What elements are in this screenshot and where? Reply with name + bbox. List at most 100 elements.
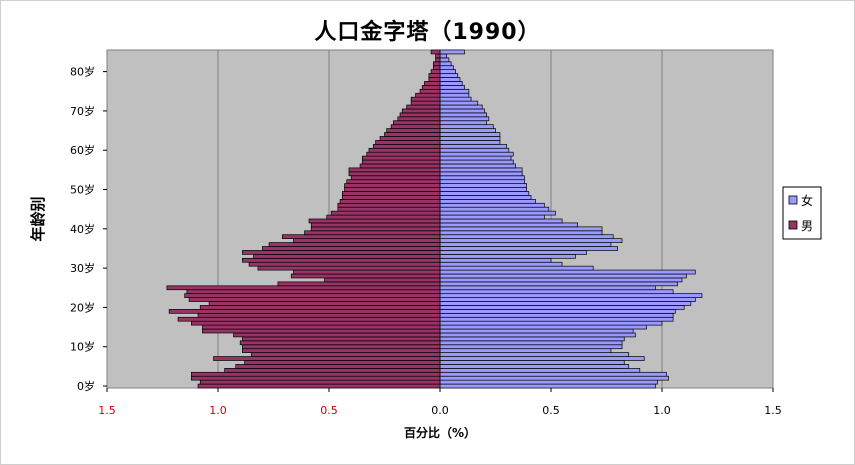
bar-female-age-68 (439, 116, 490, 122)
bar-male-age-36 (268, 242, 441, 247)
bar-female-age-1 (439, 379, 658, 385)
bar-female-age-18 (439, 312, 674, 318)
x-tick-label: 1.0 (653, 404, 671, 417)
bar-female-age-14 (439, 328, 634, 334)
bar-male-age-81 (432, 65, 441, 71)
bar-female-age-44 (439, 210, 556, 216)
bar-female-age-21 (439, 301, 692, 306)
bar-female-age-40 (439, 226, 603, 232)
bar-female-age-34 (439, 250, 587, 255)
bar-male-age-55 (348, 167, 441, 173)
bar-male-age-34 (242, 250, 441, 255)
bar-male-age-31 (248, 261, 441, 267)
y-tick-label: 30岁 (70, 261, 95, 275)
y-tick-label: 20岁 (70, 300, 95, 314)
y-tick-label: 40岁 (70, 222, 95, 236)
bar-male-age-7 (213, 356, 441, 361)
bar-male-age-29 (293, 269, 441, 275)
bar-female-age-13 (439, 332, 636, 338)
bar-male-age-33 (253, 254, 441, 259)
bar-female-age-65 (439, 128, 496, 133)
bar-male-age-70 (401, 108, 441, 114)
bar-female-age-42 (439, 218, 563, 224)
y-tick-label: 70岁 (70, 104, 95, 118)
bar-female-age-19 (439, 309, 676, 314)
bar-male-age-75 (419, 88, 441, 94)
bar-male-age-48 (341, 195, 441, 200)
bar-female-age-69 (439, 112, 487, 118)
bar-female-age-60 (439, 147, 510, 153)
bar-male-age-85 (430, 49, 441, 55)
bar-male-age-14 (202, 328, 441, 334)
bar-female-age-2 (439, 375, 670, 381)
bar-female-age-61 (439, 143, 507, 149)
bar-female-age-24 (439, 289, 674, 295)
bar-female-age-38 (439, 234, 614, 240)
bar-female-age-29 (439, 269, 696, 275)
legend-label-male: 男 (801, 219, 813, 233)
bar-female-age-28 (439, 273, 687, 279)
bar-male-age-40 (310, 226, 441, 232)
bar-male-age-64 (384, 132, 441, 137)
bar-female-age-83 (439, 57, 450, 63)
bar-male-age-65 (386, 128, 441, 133)
bar-female-age-7 (439, 356, 645, 361)
x-tick-label: 0.5 (320, 404, 338, 417)
y-axis-label: 年龄别 (29, 196, 47, 241)
bar-male-age-56 (359, 163, 441, 169)
bar-female-age-27 (439, 277, 683, 283)
bar-male-age-71 (406, 104, 441, 110)
bar-male-age-27 (324, 277, 441, 283)
bar-female-age-32 (439, 257, 552, 263)
bar-male-age-49 (341, 191, 441, 196)
bar-male-age-44 (330, 210, 441, 216)
y-tick-label: 50岁 (70, 183, 95, 197)
bar-female-age-39 (439, 230, 603, 236)
bar-female-age-17 (439, 316, 674, 322)
bar-female-age-75 (439, 88, 470, 94)
bar-male-age-69 (399, 112, 441, 118)
bar-male-age-43 (326, 214, 441, 220)
bar-male-age-82 (432, 61, 441, 67)
bar-male-age-73 (410, 96, 441, 102)
bar-male-age-42 (308, 218, 441, 224)
bar-male-age-21 (208, 301, 441, 306)
bar-female-age-37 (439, 238, 623, 243)
bar-male-age-15 (202, 324, 441, 330)
bar-female-age-35 (439, 246, 618, 251)
bar-female-age-77 (439, 81, 463, 86)
legend-swatch-female (788, 195, 798, 205)
bar-male-age-39 (304, 230, 441, 236)
bar-male-age-13 (233, 332, 441, 338)
bar-male-age-17 (177, 316, 441, 322)
x-tick-label: 0.0 (431, 404, 449, 417)
bar-female-age-33 (439, 254, 576, 259)
x-tick-label: 0.5 (542, 404, 560, 417)
bar-female-age-85 (439, 49, 465, 55)
bar-female-age-26 (439, 281, 678, 287)
bar-male-age-35 (262, 246, 441, 251)
bar-female-age-30 (439, 265, 594, 271)
bar-female-age-64 (439, 132, 501, 137)
bar-male-age-37 (293, 238, 441, 243)
bar-female-age-31 (439, 261, 563, 267)
bar-male-age-23 (184, 293, 441, 298)
bar-female-age-23 (439, 293, 703, 298)
bar-female-age-53 (439, 175, 525, 181)
bar-female-age-16 (439, 320, 663, 326)
x-tick-labels: 1.5 1.0 0.5 0.0 0.5 1.0 1.5 (98, 388, 782, 417)
bar-female-age-12 (439, 336, 625, 342)
bar-female-age-11 (439, 340, 623, 346)
bar-male-age-50 (344, 187, 441, 192)
bar-female-age-59 (439, 151, 514, 157)
bar-male-age-26 (277, 281, 441, 287)
male-bars (166, 49, 441, 389)
bar-female-age-54 (439, 171, 523, 177)
bar-male-age-83 (435, 57, 441, 63)
bar-female-age-73 (439, 96, 472, 102)
bar-female-age-5 (439, 364, 630, 369)
bar-female-age-9 (439, 348, 612, 353)
bar-female-age-70 (439, 108, 485, 114)
bar-female-age-51 (439, 183, 527, 188)
bar-male-age-61 (373, 143, 441, 149)
